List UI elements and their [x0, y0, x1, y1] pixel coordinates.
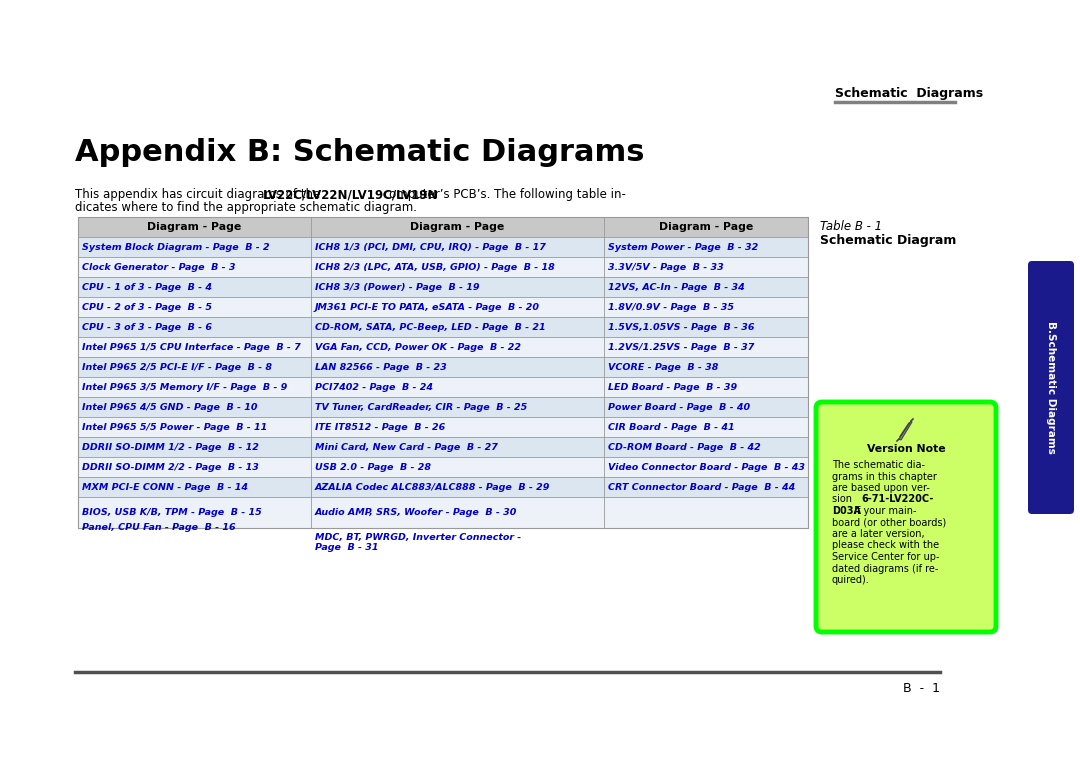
- Text: Intel P965 4/5 GND - Page  B - 10: Intel P965 4/5 GND - Page B - 10: [82, 403, 257, 411]
- Text: MDC, BT, PWRGD, Inverter Connector -: MDC, BT, PWRGD, Inverter Connector -: [315, 533, 522, 542]
- Bar: [78, 317, 808, 337]
- Text: CPU - 1 of 3 - Page  B - 4: CPU - 1 of 3 - Page B - 4: [82, 282, 212, 291]
- Bar: [78, 477, 808, 497]
- Text: Video Connector Board - Page  B - 43: Video Connector Board - Page B - 43: [608, 462, 805, 472]
- Text: quired).: quired).: [832, 575, 869, 585]
- Text: LV22C/LV22N/LV19C/LV19N: LV22C/LV22N/LV19C/LV19N: [264, 188, 438, 201]
- Text: Audio AMP, SRS, Woofer - Page  B - 30: Audio AMP, SRS, Woofer - Page B - 30: [315, 508, 517, 517]
- Text: Version Note: Version Note: [866, 444, 945, 454]
- Bar: [78, 217, 808, 237]
- Text: . If your main-: . If your main-: [848, 506, 917, 516]
- Text: BIOS, USB K/B, TPM - Page  B - 15: BIOS, USB K/B, TPM - Page B - 15: [82, 508, 261, 517]
- Text: sion: sion: [832, 494, 864, 504]
- Bar: [78, 377, 808, 397]
- Text: System Block Diagram - Page  B - 2: System Block Diagram - Page B - 2: [82, 243, 270, 252]
- FancyBboxPatch shape: [1028, 261, 1074, 514]
- Text: Mini Card, New Card - Page  B - 27: Mini Card, New Card - Page B - 27: [315, 443, 498, 452]
- Text: LAN 82566 - Page  B - 23: LAN 82566 - Page B - 23: [315, 362, 447, 372]
- Text: CPU - 2 of 3 - Page  B - 5: CPU - 2 of 3 - Page B - 5: [82, 302, 212, 311]
- Text: 12VS, AC-In - Page  B - 34: 12VS, AC-In - Page B - 34: [608, 282, 745, 291]
- Bar: [78, 257, 808, 277]
- Text: 6-71-LV220C-: 6-71-LV220C-: [862, 494, 934, 504]
- Text: Intel P965 3/5 Memory I/F - Page  B - 9: Intel P965 3/5 Memory I/F - Page B - 9: [82, 382, 287, 391]
- Text: board (or other boards): board (or other boards): [832, 517, 946, 527]
- Bar: [78, 337, 808, 357]
- Text: CPU - 3 of 3 - Page  B - 6: CPU - 3 of 3 - Page B - 6: [82, 323, 212, 331]
- Polygon shape: [899, 421, 912, 440]
- Text: PCI7402 - Page  B - 24: PCI7402 - Page B - 24: [315, 382, 433, 391]
- Text: ICH8 3/3 (Power) - Page  B - 19: ICH8 3/3 (Power) - Page B - 19: [315, 282, 480, 291]
- Text: CIR Board - Page  B - 41: CIR Board - Page B - 41: [608, 423, 734, 432]
- Text: Panel, CPU Fan - Page  B - 16: Panel, CPU Fan - Page B - 16: [82, 523, 235, 533]
- Text: Table B - 1: Table B - 1: [820, 220, 882, 233]
- Bar: [78, 297, 808, 317]
- Bar: [78, 457, 808, 477]
- Text: Page  B - 31: Page B - 31: [315, 543, 378, 552]
- Text: Intel P965 1/5 CPU Interface - Page  B - 7: Intel P965 1/5 CPU Interface - Page B - …: [82, 343, 300, 352]
- Text: VCORE - Page  B - 38: VCORE - Page B - 38: [608, 362, 718, 372]
- Text: 1.8V/0.9V - Page  B - 35: 1.8V/0.9V - Page B - 35: [608, 302, 734, 311]
- Bar: [78, 237, 808, 257]
- Text: DDRII SO-DIMM 1/2 - Page  B - 12: DDRII SO-DIMM 1/2 - Page B - 12: [82, 443, 259, 452]
- Text: USB 2.0 - Page  B - 28: USB 2.0 - Page B - 28: [315, 462, 431, 472]
- Text: TV Tuner, CardReader, CIR - Page  B - 25: TV Tuner, CardReader, CIR - Page B - 25: [315, 403, 527, 411]
- Text: LED Board - Page  B - 39: LED Board - Page B - 39: [608, 382, 738, 391]
- Text: are based upon ver-: are based upon ver-: [832, 483, 930, 493]
- Text: JM361 PCI-E TO PATA, eSATA - Page  B - 20: JM361 PCI-E TO PATA, eSATA - Page B - 20: [315, 302, 540, 311]
- Bar: [78, 277, 808, 297]
- Bar: [78, 357, 808, 377]
- Text: Schematic  Diagrams: Schematic Diagrams: [835, 87, 983, 100]
- Bar: [78, 437, 808, 457]
- Bar: [78, 417, 808, 437]
- Text: DDRII SO-DIMM 2/2 - Page  B - 13: DDRII SO-DIMM 2/2 - Page B - 13: [82, 462, 259, 472]
- Text: 1.5VS,1.05VS - Page  B - 36: 1.5VS,1.05VS - Page B - 36: [608, 323, 755, 331]
- Text: B.Schematic Diagrams: B.Schematic Diagrams: [1047, 321, 1056, 454]
- Text: Power Board - Page  B - 40: Power Board - Page B - 40: [608, 403, 751, 411]
- Text: Clock Generator - Page  B - 3: Clock Generator - Page B - 3: [82, 262, 235, 272]
- Text: ITE IT8512 - Page  B - 26: ITE IT8512 - Page B - 26: [315, 423, 445, 432]
- Text: are a later version,: are a later version,: [832, 529, 924, 539]
- Text: VGA Fan, CCD, Power OK - Page  B - 22: VGA Fan, CCD, Power OK - Page B - 22: [315, 343, 521, 352]
- Text: AZALIA Codec ALC883/ALC888 - Page  B - 29: AZALIA Codec ALC883/ALC888 - Page B - 29: [315, 482, 551, 491]
- Bar: [78, 217, 808, 528]
- Text: Diagram - Page: Diagram - Page: [659, 222, 753, 232]
- Text: Diagram - Page: Diagram - Page: [147, 222, 242, 232]
- Text: Service Center for up-: Service Center for up-: [832, 552, 940, 562]
- Bar: [78, 497, 808, 528]
- Text: 1.2VS/1.25VS - Page  B - 37: 1.2VS/1.25VS - Page B - 37: [608, 343, 754, 352]
- Text: The schematic dia-: The schematic dia-: [832, 460, 924, 470]
- Text: 3.3V/5V - Page  B - 33: 3.3V/5V - Page B - 33: [608, 262, 724, 272]
- Text: CD-ROM, SATA, PC-Beep, LED - Page  B - 21: CD-ROM, SATA, PC-Beep, LED - Page B - 21: [315, 323, 545, 331]
- Text: please check with the: please check with the: [832, 540, 940, 550]
- Text: Intel P965 2/5 PCI-E I/F - Page  B - 8: Intel P965 2/5 PCI-E I/F - Page B - 8: [82, 362, 272, 372]
- Text: Intel P965 5/5 Power - Page  B - 11: Intel P965 5/5 Power - Page B - 11: [82, 423, 267, 432]
- Text: CRT Connector Board - Page  B - 44: CRT Connector Board - Page B - 44: [608, 482, 795, 491]
- Text: computer’s PCB’s. The following table in-: computer’s PCB’s. The following table in…: [379, 188, 626, 201]
- FancyBboxPatch shape: [816, 402, 996, 632]
- Text: dicates where to find the appropriate schematic diagram.: dicates where to find the appropriate sc…: [75, 201, 417, 214]
- Text: System Power - Page  B - 32: System Power - Page B - 32: [608, 243, 758, 252]
- Text: ICH8 1/3 (PCI, DMI, CPU, IRQ) - Page  B - 17: ICH8 1/3 (PCI, DMI, CPU, IRQ) - Page B -…: [315, 243, 545, 252]
- Text: Diagram - Page: Diagram - Page: [410, 222, 504, 232]
- Text: Appendix B: Schematic Diagrams: Appendix B: Schematic Diagrams: [75, 138, 645, 167]
- Bar: [78, 397, 808, 417]
- Text: This appendix has circuit diagrams of the: This appendix has circuit diagrams of th…: [75, 188, 324, 201]
- Text: grams in this chapter: grams in this chapter: [832, 472, 936, 481]
- Text: D03A: D03A: [832, 506, 861, 516]
- Text: Schematic Diagram: Schematic Diagram: [820, 234, 957, 247]
- Text: MXM PCI-E CONN - Page  B - 14: MXM PCI-E CONN - Page B - 14: [82, 482, 248, 491]
- Text: B  -  1: B - 1: [903, 682, 940, 695]
- Text: dated diagrams (if re-: dated diagrams (if re-: [832, 564, 939, 574]
- Text: ICH8 2/3 (LPC, ATA, USB, GPIO) - Page  B - 18: ICH8 2/3 (LPC, ATA, USB, GPIO) - Page B …: [315, 262, 555, 272]
- Text: CD-ROM Board - Page  B - 42: CD-ROM Board - Page B - 42: [608, 443, 760, 452]
